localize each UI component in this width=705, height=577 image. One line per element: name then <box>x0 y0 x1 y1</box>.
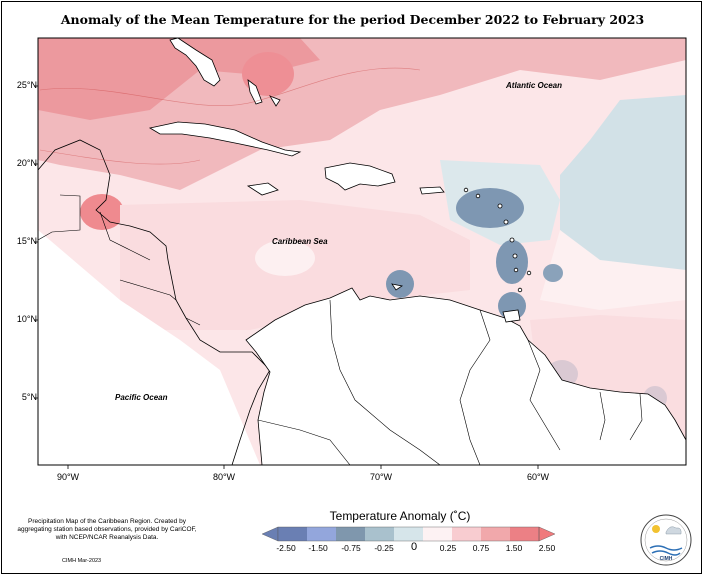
cool-core-windward <box>496 240 528 284</box>
colorbar-cell <box>510 527 539 541</box>
border-suriname <box>599 391 606 441</box>
colorbar-cell <box>481 527 510 541</box>
land-jamaica <box>246 182 279 196</box>
logo-inner-ring <box>644 518 688 562</box>
border-colombia-venezuela <box>329 299 441 465</box>
colorbar-cell <box>336 527 365 541</box>
cool-core-aruba <box>386 270 414 298</box>
map-border <box>37 37 687 466</box>
legend-tick: 0 <box>410 541 418 553</box>
legend-title: Temperature Anomaly (˚C) <box>329 509 471 523</box>
land-island <box>512 253 518 259</box>
colorbar-cell <box>394 527 423 541</box>
pacific-neutral <box>38 230 260 465</box>
lon-label: 80°W <box>212 472 236 482</box>
colorbar-cell <box>307 527 336 541</box>
land-hispaniola <box>324 162 396 191</box>
lon-label: 60°W <box>526 472 550 482</box>
warm-band-north <box>38 38 686 190</box>
land-island <box>509 237 515 243</box>
land-island <box>526 270 532 276</box>
cool-core-leeward <box>456 188 524 228</box>
contour-lines <box>39 67 421 165</box>
colorbar-cell <box>365 527 394 541</box>
land-island <box>517 287 523 293</box>
caribbean-sea-label: Caribbean Sea <box>272 237 328 246</box>
border-guatemala <box>38 194 81 241</box>
border-ecuador <box>257 419 351 465</box>
cloud-icon <box>665 526 682 535</box>
credit-text: Precipitation Map of the Caribbean Regio… <box>17 518 197 541</box>
wave-icon <box>649 545 683 551</box>
land-cuba <box>148 121 302 157</box>
neutral-patch-central <box>255 240 315 276</box>
anomaly-field <box>38 38 686 465</box>
legend-tick: -2.50 <box>276 543 296 553</box>
sun-icon <box>652 525 660 533</box>
lat-label: 15°N <box>16 236 37 246</box>
legend-tick: 1.50 <box>505 543 523 553</box>
axis-ticks <box>34 85 539 469</box>
lon-label: 70°W <box>369 472 393 482</box>
logo-text: CIMH <box>659 556 673 562</box>
atlantic-ocean-label: Atlantic Ocean <box>506 81 563 90</box>
date-stamp: CIMH Mar-2023 <box>62 558 102 564</box>
land-south-america <box>245 287 686 465</box>
cimh-logo <box>640 514 692 566</box>
legend-tick: 0.25 <box>439 543 457 553</box>
lat-label: 5°N <box>21 392 37 402</box>
land-bahamas-a <box>247 79 263 105</box>
pacific-ocean-label: Pacific Ocean <box>115 393 168 402</box>
contour-line <box>39 149 201 165</box>
lat-label: 25°N <box>16 80 37 90</box>
land-island <box>503 219 509 225</box>
legend-tick: -1.50 <box>308 543 328 553</box>
map-title: Anomaly of the Mean Temperature for the … <box>60 12 645 27</box>
land-puerto-rico <box>419 186 445 195</box>
land-island <box>513 267 519 273</box>
coastlines <box>38 38 686 465</box>
colorbar-arrow-right <box>538 526 556 542</box>
land-aruba <box>391 283 404 291</box>
lat-label: 20°N <box>16 158 37 168</box>
land-island <box>497 203 503 209</box>
legend-tick: 0.75 <box>472 543 490 553</box>
lat-label: 10°N <box>16 314 37 324</box>
country-borders <box>38 194 643 465</box>
warm-core-gulf <box>38 38 320 120</box>
colorbar-arrow-left <box>261 526 279 542</box>
legend-tick: -0.25 <box>374 543 394 553</box>
atlantic-cool-zone <box>560 95 686 270</box>
neutral-band-east <box>540 230 686 310</box>
border-french-guiana <box>629 393 643 441</box>
colorbar-cell <box>423 527 452 541</box>
land-bahamas-b <box>269 95 281 107</box>
legend-tick: -0.75 <box>341 543 361 553</box>
land-island <box>475 193 481 199</box>
warm-spot-belize <box>80 194 124 230</box>
colorbar-cell <box>452 527 481 541</box>
legend-colorbar <box>261 526 556 542</box>
wave-icon <box>651 550 681 556</box>
border-guyana <box>527 339 561 451</box>
colorbar-cell <box>278 527 307 541</box>
land-trinidad <box>502 309 521 323</box>
border-honduras <box>99 211 151 261</box>
contour-line <box>39 67 421 106</box>
land-central-america-outline <box>38 139 271 465</box>
border-venezuela-brazil <box>459 309 491 465</box>
land-island <box>463 187 469 193</box>
land-florida <box>169 38 221 87</box>
legend-tick: 2.50 <box>538 543 556 553</box>
colorbar-outline <box>277 526 540 542</box>
border-nicaragua <box>119 279 177 301</box>
lon-label: 90°W <box>56 472 80 482</box>
cool-core-east <box>543 264 563 282</box>
border-costa-rica <box>185 317 201 326</box>
